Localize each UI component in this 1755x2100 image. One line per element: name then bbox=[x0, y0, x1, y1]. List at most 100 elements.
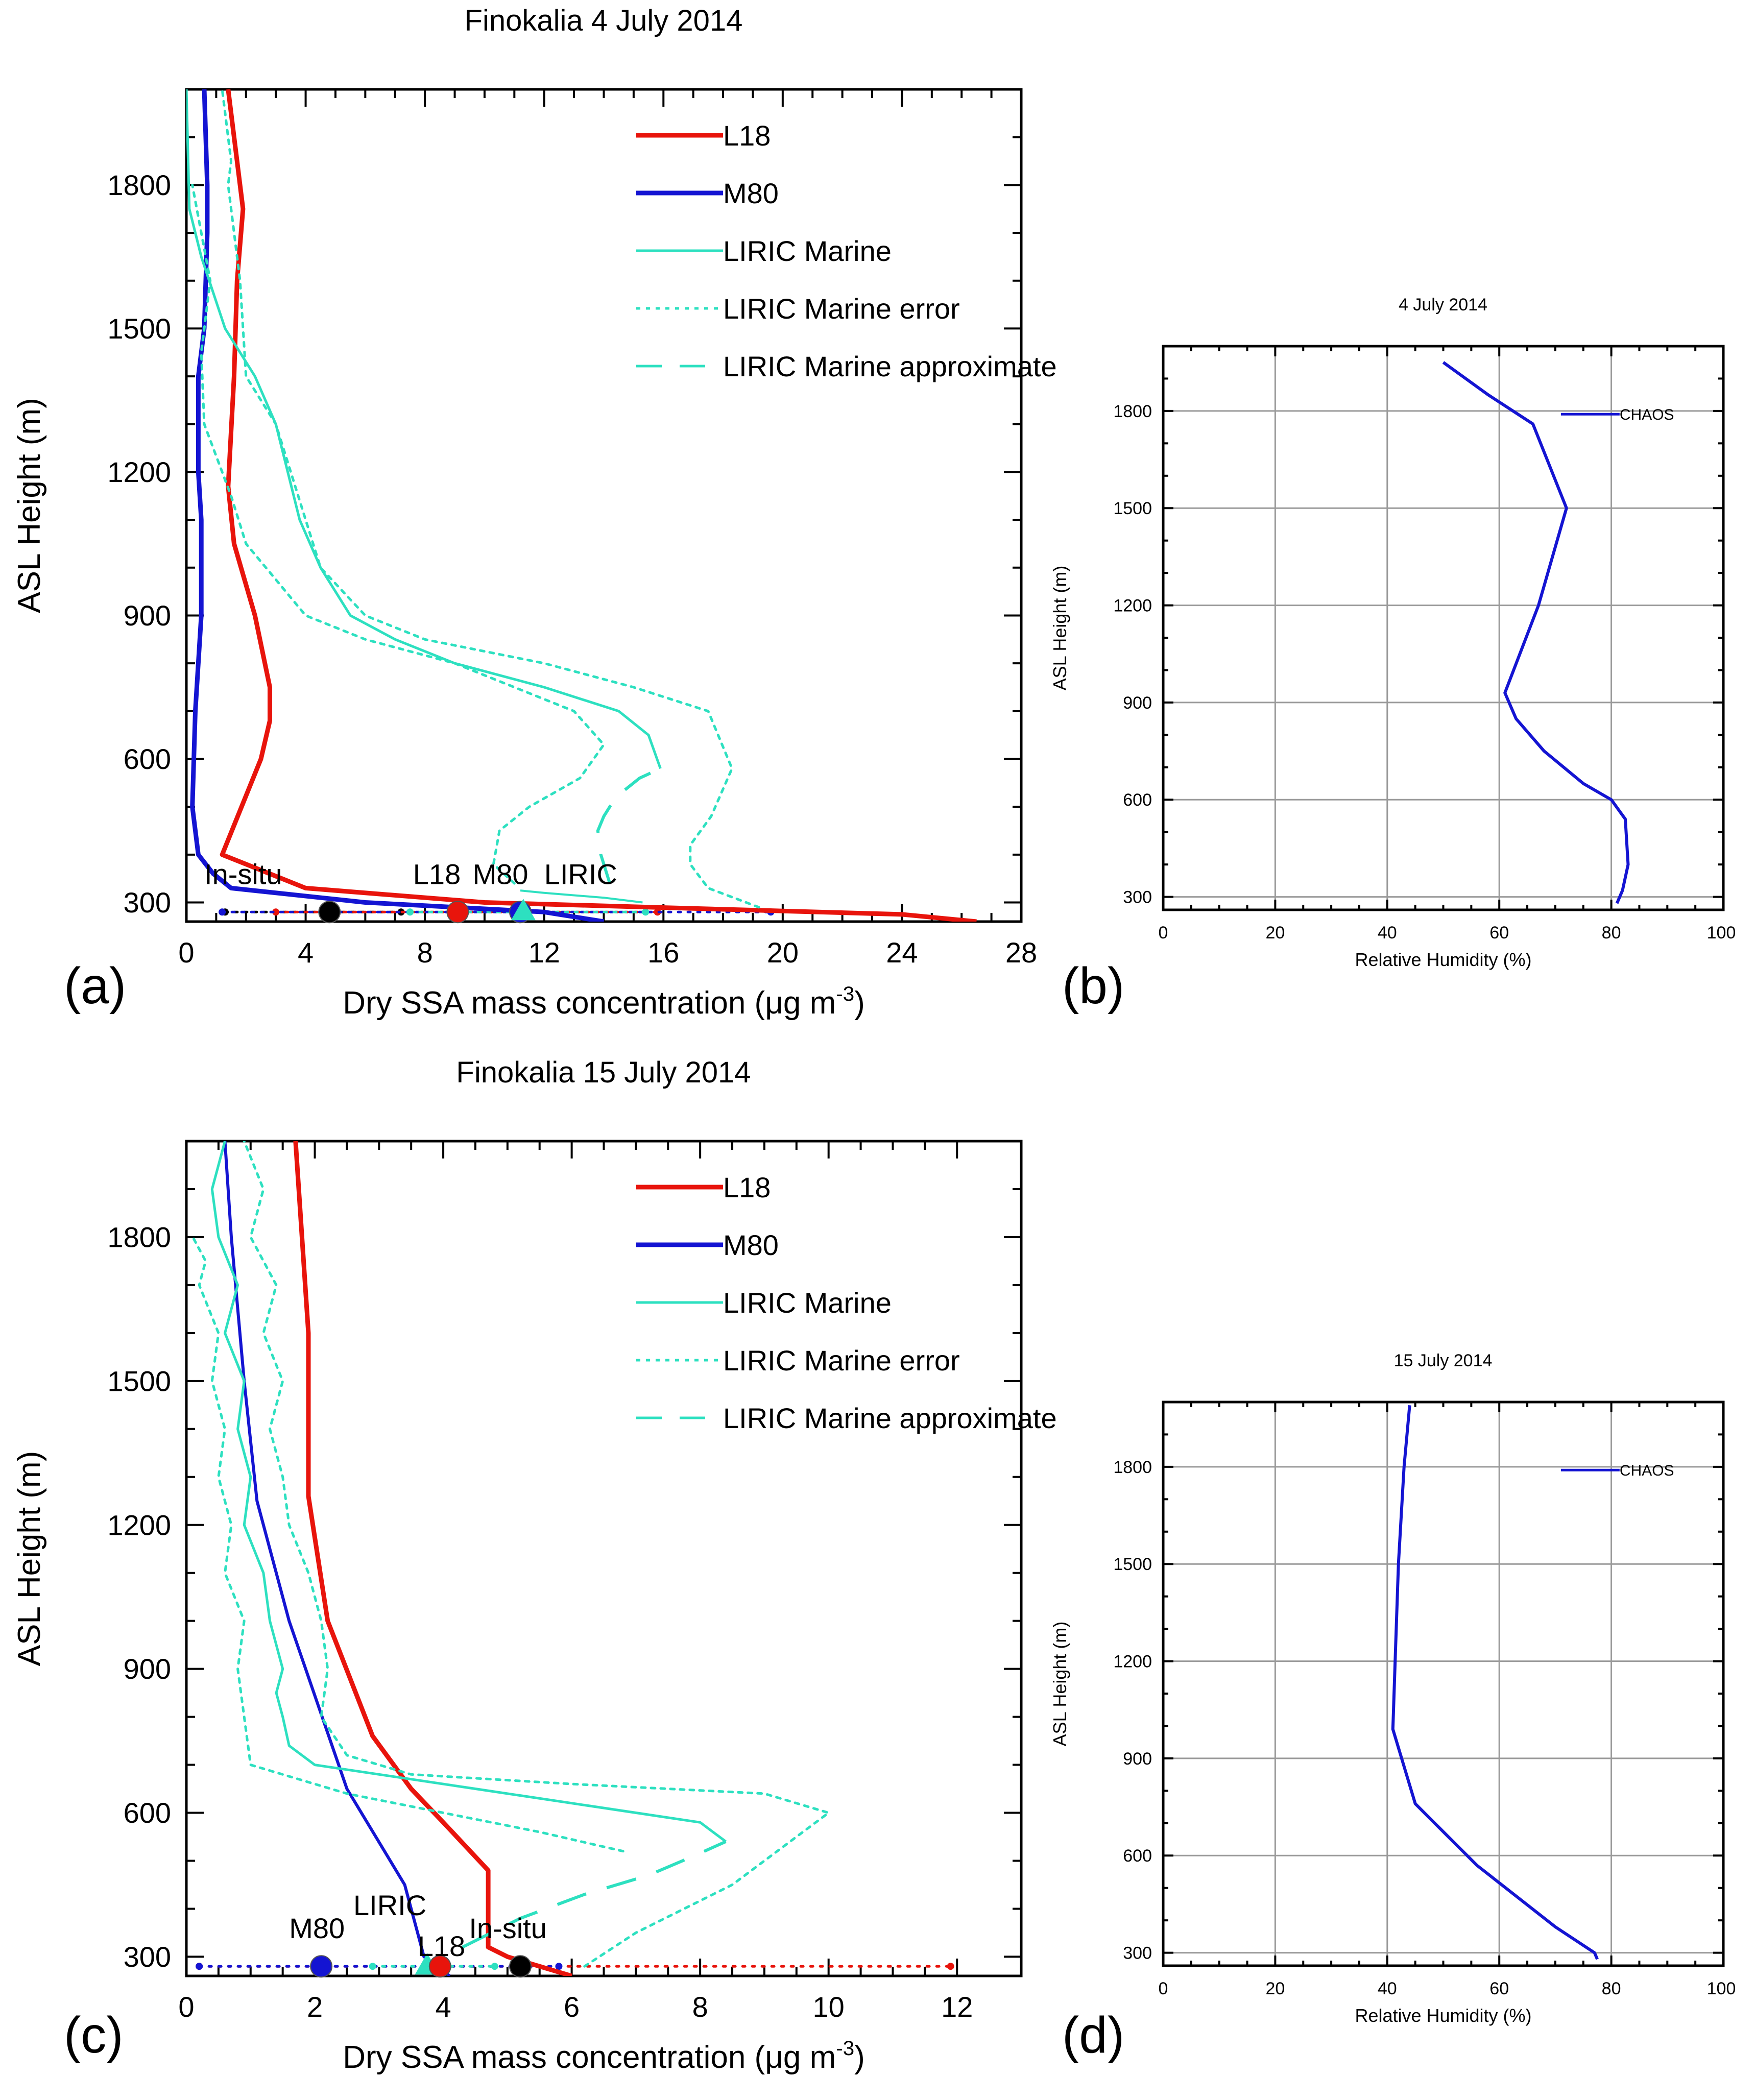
panel-d: 15 July 2014 0 20 40 60 80 100 300 600 900 1200 150… bbox=[1049, 1351, 1736, 2064]
x-axis-label-tail: ) bbox=[854, 985, 865, 1021]
plot-frame bbox=[1162, 345, 1725, 911]
plot-area bbox=[191, 1141, 954, 1976]
y-tick-label: 1500 bbox=[1113, 499, 1152, 518]
plot-frame bbox=[185, 88, 1023, 923]
chart-title: Finokalia 4 July 2014 bbox=[465, 4, 743, 37]
y-tick-label: 900 bbox=[1123, 693, 1152, 713]
x-tick-label: 2 bbox=[307, 1991, 323, 2023]
x-tick-label: 0 bbox=[178, 936, 194, 969]
panel-label: (d) bbox=[1062, 2007, 1124, 2064]
error-bar-end bbox=[219, 908, 226, 916]
x-tick-label: 80 bbox=[1602, 1979, 1621, 1998]
legend-label-0: L18 bbox=[723, 119, 771, 152]
plot-frame bbox=[1162, 1401, 1725, 1967]
legend: CHAOS bbox=[1560, 1462, 1674, 1479]
legend: L18 M80 LIRIC Marine LIRIC Marine error LIRI… bbox=[636, 119, 1057, 382]
legend-label-1: M80 bbox=[723, 177, 779, 209]
y-tick-label: 1800 bbox=[107, 1221, 171, 1253]
series-liric-marine bbox=[186, 89, 662, 769]
legend-label-2: LIRIC Marine bbox=[723, 235, 892, 267]
x-tick-label: 40 bbox=[1378, 1979, 1397, 1998]
series-liric-marine bbox=[210, 1141, 727, 1843]
y-tick-label: 600 bbox=[124, 1797, 171, 1829]
x-tick-label: 8 bbox=[692, 1991, 708, 2023]
y-tick-label: 300 bbox=[124, 886, 171, 919]
x-tick-label: 100 bbox=[1707, 1979, 1736, 1998]
y-tick-label: 600 bbox=[1123, 790, 1152, 810]
y-tick-label: 300 bbox=[1123, 888, 1152, 907]
panel-label: (b) bbox=[1062, 957, 1124, 1015]
point-label-liric: LIRIC bbox=[353, 1889, 426, 1921]
x-axis-label-text: Relative Humidity (%) bbox=[1355, 949, 1531, 970]
error-bar-end bbox=[491, 1963, 498, 1970]
x-tick-label: 8 bbox=[417, 936, 433, 969]
y-axis-label: ASL Height (m) bbox=[1049, 566, 1070, 691]
error-bar-end bbox=[947, 1963, 954, 1970]
x-tick-label: 16 bbox=[647, 936, 679, 969]
x-tick-label: 4 bbox=[298, 936, 314, 969]
series-liric-marine-error-lower bbox=[191, 1236, 624, 1853]
y-tick-label: 1500 bbox=[1113, 1555, 1152, 1574]
legend-label-0: CHAOS bbox=[1620, 1462, 1674, 1479]
point-liric bbox=[511, 899, 536, 921]
x-axis-label-sup: -3 bbox=[836, 982, 854, 1005]
legend-label-3: LIRIC Marine error bbox=[723, 293, 960, 325]
error-bar-end bbox=[272, 908, 280, 916]
x-tick-label: 60 bbox=[1489, 1979, 1509, 1998]
y-tick-label: 900 bbox=[124, 599, 171, 632]
series-liric-marine-approximate bbox=[596, 767, 661, 884]
y-tick-label: 1800 bbox=[1113, 402, 1152, 421]
panel-c: Finokalia 15 July 2014 0 2 4 6 8 10 12 300 600 900… bbox=[12, 1056, 1057, 2075]
chart-title: 4 July 2014 bbox=[1399, 295, 1487, 315]
y-tick-label: 300 bbox=[1123, 1944, 1152, 1963]
y-axis-label: ASL Height (m) bbox=[12, 1451, 47, 1667]
plot-area bbox=[1442, 361, 1630, 904]
point-in-situ bbox=[318, 901, 341, 924]
series-liric-marine-approximate bbox=[462, 1840, 727, 1949]
panel-b: 4 July 2014 0 20 40 60 80 100 300 600 900 1200 1500… bbox=[1049, 295, 1736, 1015]
y-tick-label: 1200 bbox=[107, 456, 171, 488]
x-tick-label: 80 bbox=[1602, 923, 1621, 943]
x-axis-label: Dry SSA mass concentration (μg m-3) bbox=[343, 2037, 865, 2075]
plot-area bbox=[186, 89, 977, 922]
error-bar-end bbox=[642, 908, 650, 916]
legend: CHAOS bbox=[1560, 406, 1674, 423]
legend-label-2: LIRIC Marine bbox=[723, 1287, 892, 1319]
x-axis-label-text: Dry SSA mass concentration (μg m bbox=[343, 985, 836, 1021]
x-tick-label: 100 bbox=[1707, 923, 1736, 943]
y-tick-label: 1500 bbox=[107, 1365, 171, 1397]
x-tick-label: 12 bbox=[528, 936, 560, 969]
x-tick-label: 4 bbox=[435, 1991, 451, 2023]
y-tick-label: 600 bbox=[124, 743, 171, 775]
series-liric-marine-error-upper bbox=[221, 89, 760, 909]
x-tick-label: 6 bbox=[564, 1991, 580, 2023]
x-axis-label-tail: ) bbox=[854, 2040, 865, 2075]
x-axis-label-text: Relative Humidity (%) bbox=[1355, 2005, 1531, 2026]
y-tick-label: 1800 bbox=[107, 169, 171, 201]
y-tick-label: 900 bbox=[1123, 1749, 1152, 1769]
point-label-m80: M80 bbox=[473, 858, 528, 890]
y-axis-label: ASL Height (m) bbox=[1049, 1622, 1070, 1747]
error-bar-end bbox=[555, 1963, 563, 1970]
y-tick-label: 1200 bbox=[1113, 596, 1152, 615]
point-label-l18: L18 bbox=[413, 858, 461, 890]
y-axis-label: ASL Height (m) bbox=[12, 398, 47, 613]
x-tick-label: 10 bbox=[813, 1991, 845, 2023]
x-tick-label: 0 bbox=[1159, 923, 1168, 943]
x-tick-label: 20 bbox=[767, 936, 799, 969]
x-tick-label: 60 bbox=[1489, 923, 1509, 943]
series-liric-marine-error-lower bbox=[191, 183, 605, 885]
point-label-in-situ: In-situ bbox=[469, 1912, 547, 1944]
point-in-situ bbox=[509, 1955, 532, 1978]
series-l18 bbox=[293, 1141, 572, 1976]
x-tick-label: 20 bbox=[1265, 923, 1285, 943]
y-tick-label: 1200 bbox=[107, 1509, 171, 1541]
panel-a: Finokalia 4 July 2014 0 4 8 12 16 20 24 28 300 600… bbox=[12, 4, 1057, 1021]
series-l18 bbox=[220, 89, 977, 922]
point-label-l18: L18 bbox=[418, 1930, 465, 1962]
x-tick-label: 0 bbox=[178, 1991, 194, 2023]
x-axis-label-sup: -3 bbox=[836, 2037, 854, 2060]
y-tick-label: 600 bbox=[1123, 1846, 1152, 1866]
point-label-in-situ: In-situ bbox=[204, 858, 282, 890]
legend-label-0: L18 bbox=[723, 1171, 771, 1203]
